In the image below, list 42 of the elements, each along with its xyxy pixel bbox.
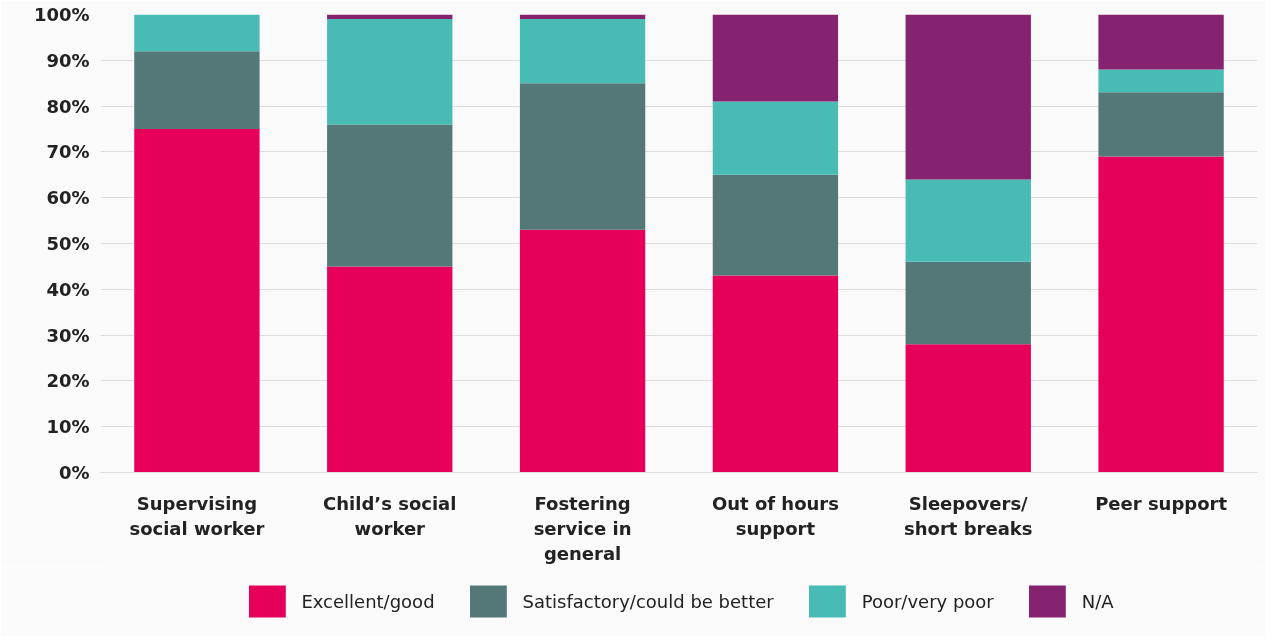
bar — [712, 101, 839, 175]
bar — [712, 14, 839, 102]
bar — [1098, 92, 1224, 157]
bar — [327, 19, 453, 125]
x-tick-label: Peer support — [1095, 492, 1228, 514]
bar — [905, 14, 1031, 180]
y-tick-label: 60% — [46, 187, 90, 209]
bar — [1098, 156, 1224, 473]
x-tick-label: Child’s social worker — [323, 492, 457, 539]
bar — [712, 174, 839, 276]
y-tick-label: 80% — [46, 95, 90, 117]
legend-label: N/A — [1081, 590, 1114, 612]
bar — [327, 124, 453, 267]
legend-label: Excellent/good — [301, 590, 435, 612]
bar — [134, 51, 260, 129]
y-tick-label: 70% — [46, 141, 90, 163]
bar — [327, 266, 453, 473]
y-tick-label: 50% — [46, 233, 90, 254]
x-tick-label: Supervising social worker — [129, 492, 265, 539]
bar — [905, 179, 1031, 262]
y-tick-label: 20% — [46, 370, 90, 392]
y-tick-label: 0% — [58, 462, 90, 483]
y-tick-label: 30% — [46, 324, 90, 346]
x-tick-label: Out of hours support — [711, 492, 839, 539]
y-tick-label: 90% — [46, 49, 90, 71]
bar — [134, 14, 260, 52]
bar — [1098, 14, 1224, 70]
y-tick-label: 100% — [33, 4, 90, 25]
bar — [1098, 69, 1224, 93]
x-tick-label: Sleepovers/ short breaks — [904, 492, 1033, 539]
bar — [712, 275, 839, 473]
y-tick-label: 10% — [46, 416, 90, 438]
y-tick-label: 40% — [46, 278, 90, 300]
bar — [519, 19, 646, 84]
x-tick-label: Fostering service in general — [533, 492, 632, 564]
bar — [905, 261, 1031, 345]
bar — [519, 83, 646, 230]
bar — [519, 229, 646, 473]
legend-label: Satisfactory/could be better — [522, 590, 774, 612]
bar — [134, 129, 260, 473]
bar — [905, 344, 1031, 473]
legend-label: Poor/very poor — [861, 590, 994, 612]
